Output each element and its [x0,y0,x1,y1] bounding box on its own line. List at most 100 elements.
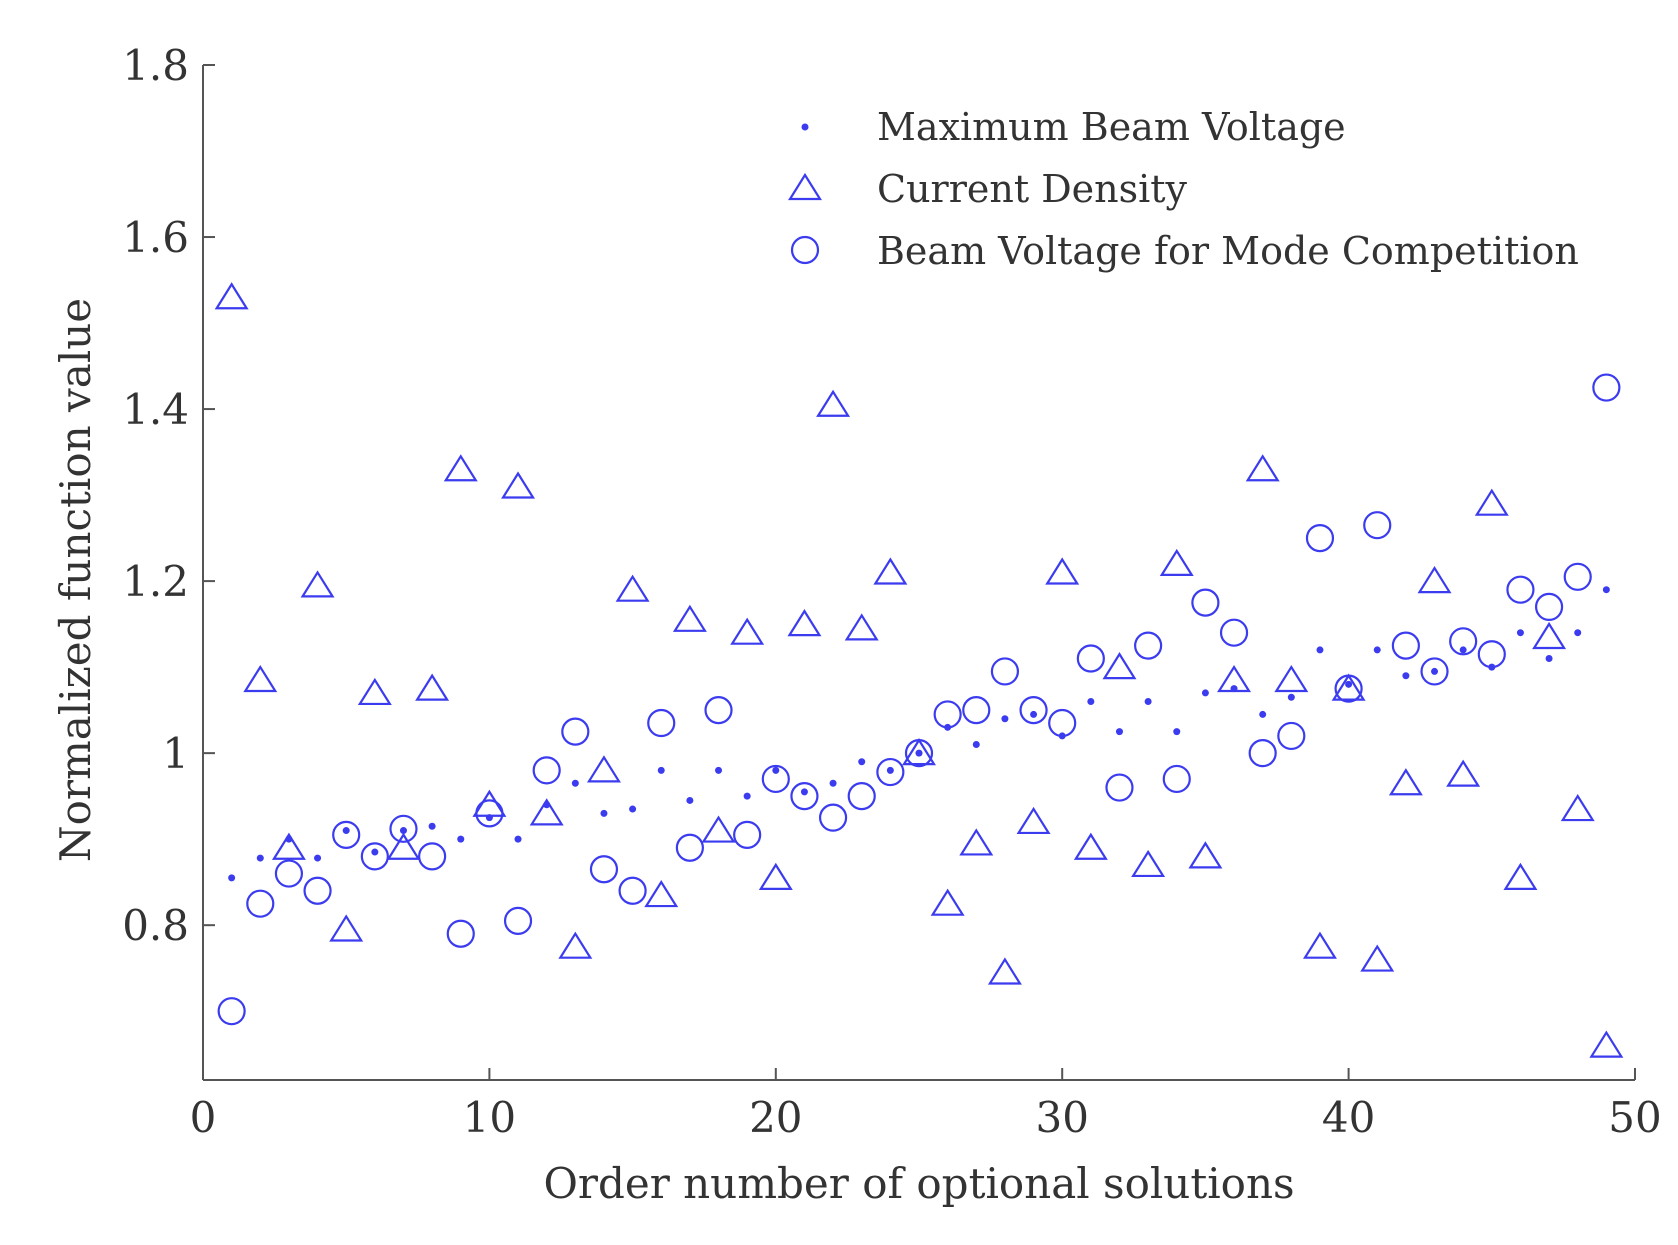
data-point-triangle [1360,944,1395,972]
data-point-circle [1076,644,1105,673]
data-point-circle [246,889,275,918]
data-point-triangle [586,755,621,783]
data-point-circle [360,842,389,871]
data-point-dot [457,835,465,843]
x-tick-label: 0 [190,1093,217,1142]
data-point-circle [990,657,1020,686]
x-tick-label: 30 [1035,1093,1088,1142]
data-point-circle [962,696,991,725]
data-point-circle [1563,562,1592,591]
data-point-dot [1001,715,1009,723]
data-point-triangle [1073,832,1108,860]
series-triangle [214,282,1624,1058]
axes [202,65,1635,1081]
data-point-circle [418,842,447,871]
data-point-dot [571,779,579,787]
data-point-triangle [386,832,421,860]
data-point-circle [790,782,819,811]
y-tick-label: 1.2 [122,557,189,606]
legend-item-mode-competition: Beam Voltage for Mode Competition [790,229,1579,273]
data-point-triangle [1274,664,1309,693]
y-tick-label: 0.8 [122,901,189,950]
data-point-circle [1305,523,1335,553]
data-point-dot [514,835,522,843]
data-point-circle [1191,588,1220,617]
data-point-dot [1574,629,1582,637]
data-point-circle [446,919,475,948]
data-point-triangle [1302,931,1337,959]
data-point-triangle [1102,652,1137,680]
data-point-triangle [1016,806,1051,835]
y-axis-label: Normalized function value [51,298,100,862]
data-point-dot [342,827,350,835]
legend-label-current-density: Current Density [877,167,1188,211]
data-point-triangle [558,931,593,959]
data-point-triangle [243,664,278,693]
data-point-triangle [987,957,1022,985]
legend-item-current-density: Current Density [788,167,1188,211]
data-point-circle [876,757,905,787]
data-point-dot [1516,629,1524,637]
data-point-circle [475,799,504,828]
data-point-dot [399,827,407,835]
data-point-dot [1602,586,1610,594]
data-point-circle [503,906,533,935]
data-point-triangle [1217,664,1252,693]
data-point-triangle [930,888,965,916]
data-point-circle [332,820,361,849]
data-point-dot [256,854,264,862]
data-point-triangle [672,604,707,632]
data-point-triangle [443,454,478,482]
x-tick-label: 40 [1322,1093,1375,1142]
data-point-triangle [816,389,851,417]
y-tick-label: 1.8 [122,41,189,90]
data-point-dot [800,788,808,796]
data-point-circle [1134,631,1163,660]
data-point-dot [686,796,694,804]
legend-triangle-marker [788,172,822,201]
data-point-triangle [959,828,994,856]
data-point-triangle [271,832,306,860]
data-point-triangle [1388,768,1423,796]
data-point-circle [818,803,848,832]
legend-item-max-beam-voltage: Maximum Beam Voltage [801,105,1346,149]
data-point-triangle [1131,849,1166,878]
data-point-triangle [300,570,335,598]
data-point-circle [904,739,934,768]
y-tick-label: 1.6 [122,213,189,262]
data-point-dot [1402,672,1410,680]
legend-label-mode-competition: Beam Voltage for Mode Competition [877,229,1579,273]
data-point-triangle [529,798,564,826]
data-point-circle [303,876,332,905]
data-point-circle [618,876,647,905]
data-point-circle [1277,721,1306,751]
y-tick-label: 1.4 [122,385,189,434]
series-dot [228,586,1610,882]
data-point-circle [1391,631,1420,660]
data-point-triangle [644,879,679,908]
data-point-dot [1259,710,1267,718]
data-point-circle [561,717,590,746]
data-point-triangle [902,738,936,766]
data-point-dot [1030,710,1038,718]
series-circle [217,373,1621,1026]
data-point-circle [217,997,246,1026]
data-point-circle [274,859,304,888]
data-point-circle [532,756,561,785]
data-point-circle [933,700,962,729]
legend: Maximum Beam Voltage Current Density Bea… [788,105,1579,273]
data-point-triangle [1045,557,1080,585]
data-point-circle [1019,696,1048,725]
data-point-dot [1545,655,1553,663]
data-point-triangle [758,862,793,890]
series-layer [214,282,1624,1058]
legend-label-max-beam-voltage: Maximum Beam Voltage [877,105,1346,149]
data-point-triangle [214,282,249,310]
data-point-circle [1420,657,1449,686]
data-point-circle [761,764,790,794]
data-point-dot [629,805,637,813]
data-point-dot [715,766,723,774]
data-point-circle [675,833,704,862]
data-point-circle [704,696,733,725]
